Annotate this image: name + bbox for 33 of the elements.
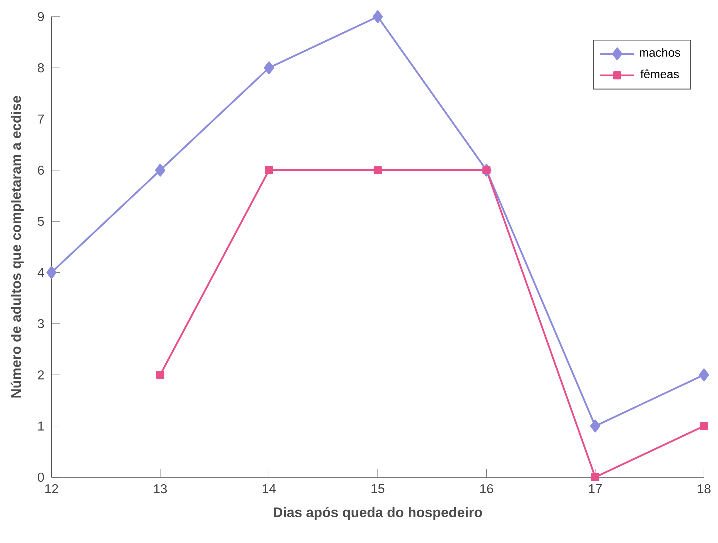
point: [155, 164, 166, 177]
point: [264, 62, 274, 74]
y-tick-label: 5: [38, 217, 44, 226]
x-tick-label: 17: [589, 484, 602, 494]
point: [700, 422, 708, 430]
point: [265, 166, 274, 174]
x-axis-title: Dias após queda do hospedeiro: [274, 507, 482, 520]
y-tick-label: 3: [38, 319, 44, 328]
y-tick-label: 9: [38, 12, 44, 22]
y-tick-label: 6: [38, 166, 44, 175]
y-tick-label: 0: [38, 472, 44, 482]
point: [46, 266, 57, 280]
y-tick-label: 7: [38, 114, 44, 124]
legend-label: fêmeas: [640, 70, 680, 79]
point: [372, 10, 384, 24]
x-tick-label: 16: [480, 484, 494, 494]
point: [482, 166, 491, 174]
point: [156, 370, 165, 380]
y-tick-label: 4: [38, 268, 44, 278]
point: [591, 473, 600, 482]
x-tick-label: 15: [372, 484, 385, 494]
x-tick-label: 18: [698, 484, 711, 494]
y-tick-label: 2: [38, 370, 44, 380]
point: [590, 420, 601, 433]
y-axis-title: Número de adultos que completaram a ecdise: [10, 96, 24, 398]
x-tick-label: 12: [46, 484, 58, 494]
point: [374, 166, 382, 174]
y-tick-label: 1: [38, 422, 44, 431]
x-tick-label: 13: [154, 484, 168, 494]
legend-label: machos: [640, 48, 680, 57]
y-tick-label: 8: [38, 63, 44, 73]
point: [699, 368, 710, 382]
x-tick-label: 14: [263, 484, 276, 494]
